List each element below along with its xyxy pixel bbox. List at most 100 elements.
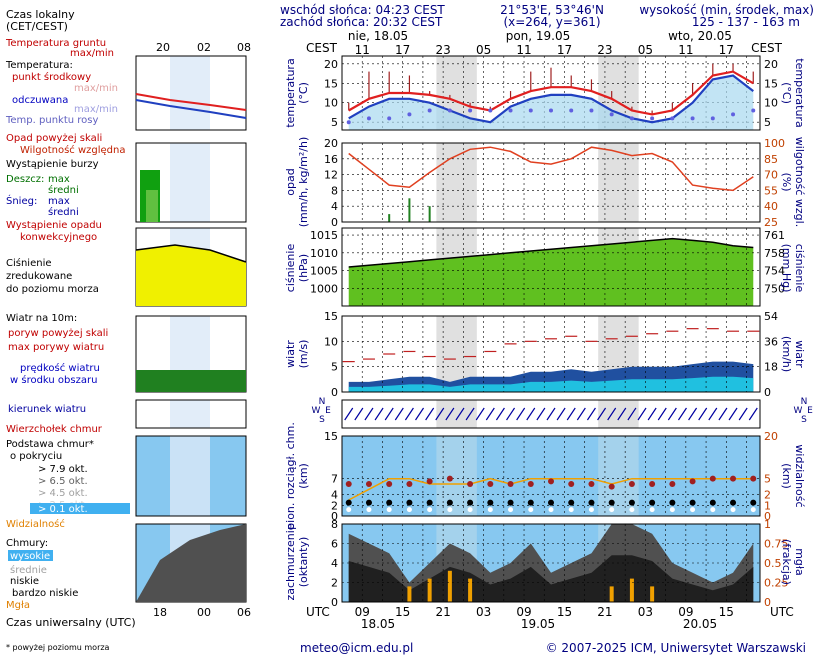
- tick-right: 54: [764, 310, 778, 323]
- wind-arrow: [698, 407, 708, 421]
- dew-point: [346, 120, 351, 125]
- axis-side-label: wilgotność wzgl.(%): [780, 137, 806, 227]
- legend-temperature: Temperatura:: [5, 60, 73, 71]
- footnote: * powyżej poziomu morza: [6, 643, 110, 652]
- cloud-top-dot: [649, 481, 656, 487]
- axis-title: (°C): [780, 82, 793, 104]
- legend-okt65: > 6.5 okt.: [38, 476, 88, 487]
- cloud-base-dot: [568, 499, 575, 506]
- mini-pressure-area: [136, 245, 246, 306]
- legend-utc: Czas uniwersalny (UTC): [6, 616, 136, 629]
- mini-frame: [135, 55, 247, 131]
- legend-max-gust: max porywy wiatru: [8, 342, 104, 353]
- cloud-base-dot-low: [568, 507, 574, 513]
- hour-top-label: 17: [719, 43, 734, 57]
- cloud-base-dot-low: [750, 507, 756, 513]
- cloud-top-dot: [406, 481, 413, 487]
- legend-okt45: > 4.5 okt.: [38, 488, 88, 499]
- cloud-base-dot-low: [710, 507, 716, 513]
- bottom-axis: UTC UTC 18.05 19.05 20.05 09 15 21 03 09 15 21…: [153, 605, 794, 631]
- tick-right: 20: [764, 430, 778, 443]
- cloud-base-dot: [730, 499, 737, 506]
- tick-right: 55: [764, 184, 778, 197]
- legend-speed-1: prędkość wiatru: [20, 362, 100, 374]
- wind-arrow: [597, 407, 607, 421]
- cloud-top-dot: [365, 481, 372, 487]
- hour-bottom-label: 09: [355, 605, 370, 619]
- grid: [342, 523, 760, 603]
- axis-title: mgła: [793, 548, 806, 576]
- wind-arrow: [637, 407, 647, 421]
- axis-side-label: ciśnienie(mm Hg): [780, 244, 806, 293]
- compass-letter: E: [807, 406, 813, 416]
- cloud-top-dot: [669, 481, 676, 487]
- cloud-top-dot: [487, 481, 494, 487]
- wind-arrow: [526, 407, 536, 421]
- tick-left: 10: [324, 335, 338, 348]
- hour-top-label: 17: [395, 43, 410, 57]
- humidity-line: [348, 146, 754, 192]
- legend-conv-1: Wystąpienie opadu: [6, 220, 102, 231]
- top-tz-label: CEST: [306, 41, 338, 55]
- wind-arrow: [586, 407, 596, 421]
- wind-arrow: [566, 407, 576, 421]
- axis-side-label: ciśnienie (hPa): [284, 244, 310, 293]
- cloud-base-dot-low: [528, 507, 534, 513]
- legend-pressure-3: do poziomu morza: [6, 284, 99, 295]
- mini-top-ticks: 20 02 08: [156, 41, 251, 54]
- wind-arrow: [344, 407, 354, 421]
- axis-title: (oktanty): [297, 537, 310, 588]
- mini-pressure-line: [135, 244, 247, 263]
- cloud-top-dot: [527, 481, 534, 487]
- fog-bar: [468, 578, 473, 602]
- sunrise: wschód słońca: 04:23 CEST: [280, 3, 445, 17]
- dew-point: [427, 108, 432, 113]
- legend-maxmin-2: max/min: [74, 104, 118, 115]
- mini-night: [170, 56, 210, 130]
- dew-point: [447, 108, 452, 113]
- wind-arrow: [657, 407, 667, 421]
- wind-arrow: [455, 407, 465, 421]
- legend-speed-2: w środku obszaru: [10, 374, 97, 386]
- cloud-base-dot: [628, 499, 635, 506]
- cloud-base-dot: [507, 499, 514, 506]
- axis-side-label: pion. rozciągł. chm. (km): [284, 422, 310, 530]
- compass-letter: E: [325, 406, 331, 416]
- hour-bottom-label: 15: [395, 605, 410, 619]
- altitude-values: 125 - 137 - 163 m: [692, 15, 800, 29]
- cloud-base-dot-low: [588, 507, 594, 513]
- wind-area-light: [348, 376, 754, 392]
- axis-side-label: temperatura(°C): [284, 58, 310, 127]
- tick-left: 20: [324, 58, 338, 71]
- axis-title: ciśnienie: [793, 244, 806, 293]
- cloud-base-dot: [406, 499, 413, 506]
- dew-point: [629, 116, 634, 121]
- dew-point: [731, 112, 736, 117]
- axis-side-label: wiatr (m/s): [284, 340, 310, 369]
- wind-arrow: [708, 407, 718, 421]
- cloud-base-dot-low: [629, 507, 635, 513]
- axis-side-label: wiatr(km/h): [780, 336, 806, 372]
- tick-left: 1005: [310, 265, 338, 278]
- panel-frame: [341, 55, 761, 131]
- footer-email[interactable]: meteo@icm.edu.pl: [300, 641, 413, 655]
- mini-panel-0: [136, 56, 246, 130]
- cloud-base-dot: [588, 499, 595, 506]
- pressure-area: [348, 238, 754, 306]
- dew-point: [650, 116, 655, 121]
- axis-side-label: mgła(frakcja): [780, 539, 806, 585]
- hour-bottom-label: 09: [516, 605, 531, 619]
- cloud-base-dot: [446, 499, 453, 506]
- cloud-base-dot: [487, 499, 494, 506]
- panel-frame: [341, 399, 761, 429]
- axis-title: widzialność: [793, 444, 806, 507]
- legend-conv-2: konwekcyjnego: [20, 232, 97, 243]
- cloud-base-dot-low: [487, 507, 493, 513]
- dew-point: [710, 116, 715, 121]
- tick-right: 10: [764, 97, 778, 110]
- tick-right: 85: [764, 153, 778, 166]
- cloud-base-dot: [386, 499, 393, 506]
- mini-tick: 20: [156, 41, 170, 54]
- tick-right: 36: [764, 335, 778, 348]
- axis-side-label: temperatura(°C): [780, 58, 806, 127]
